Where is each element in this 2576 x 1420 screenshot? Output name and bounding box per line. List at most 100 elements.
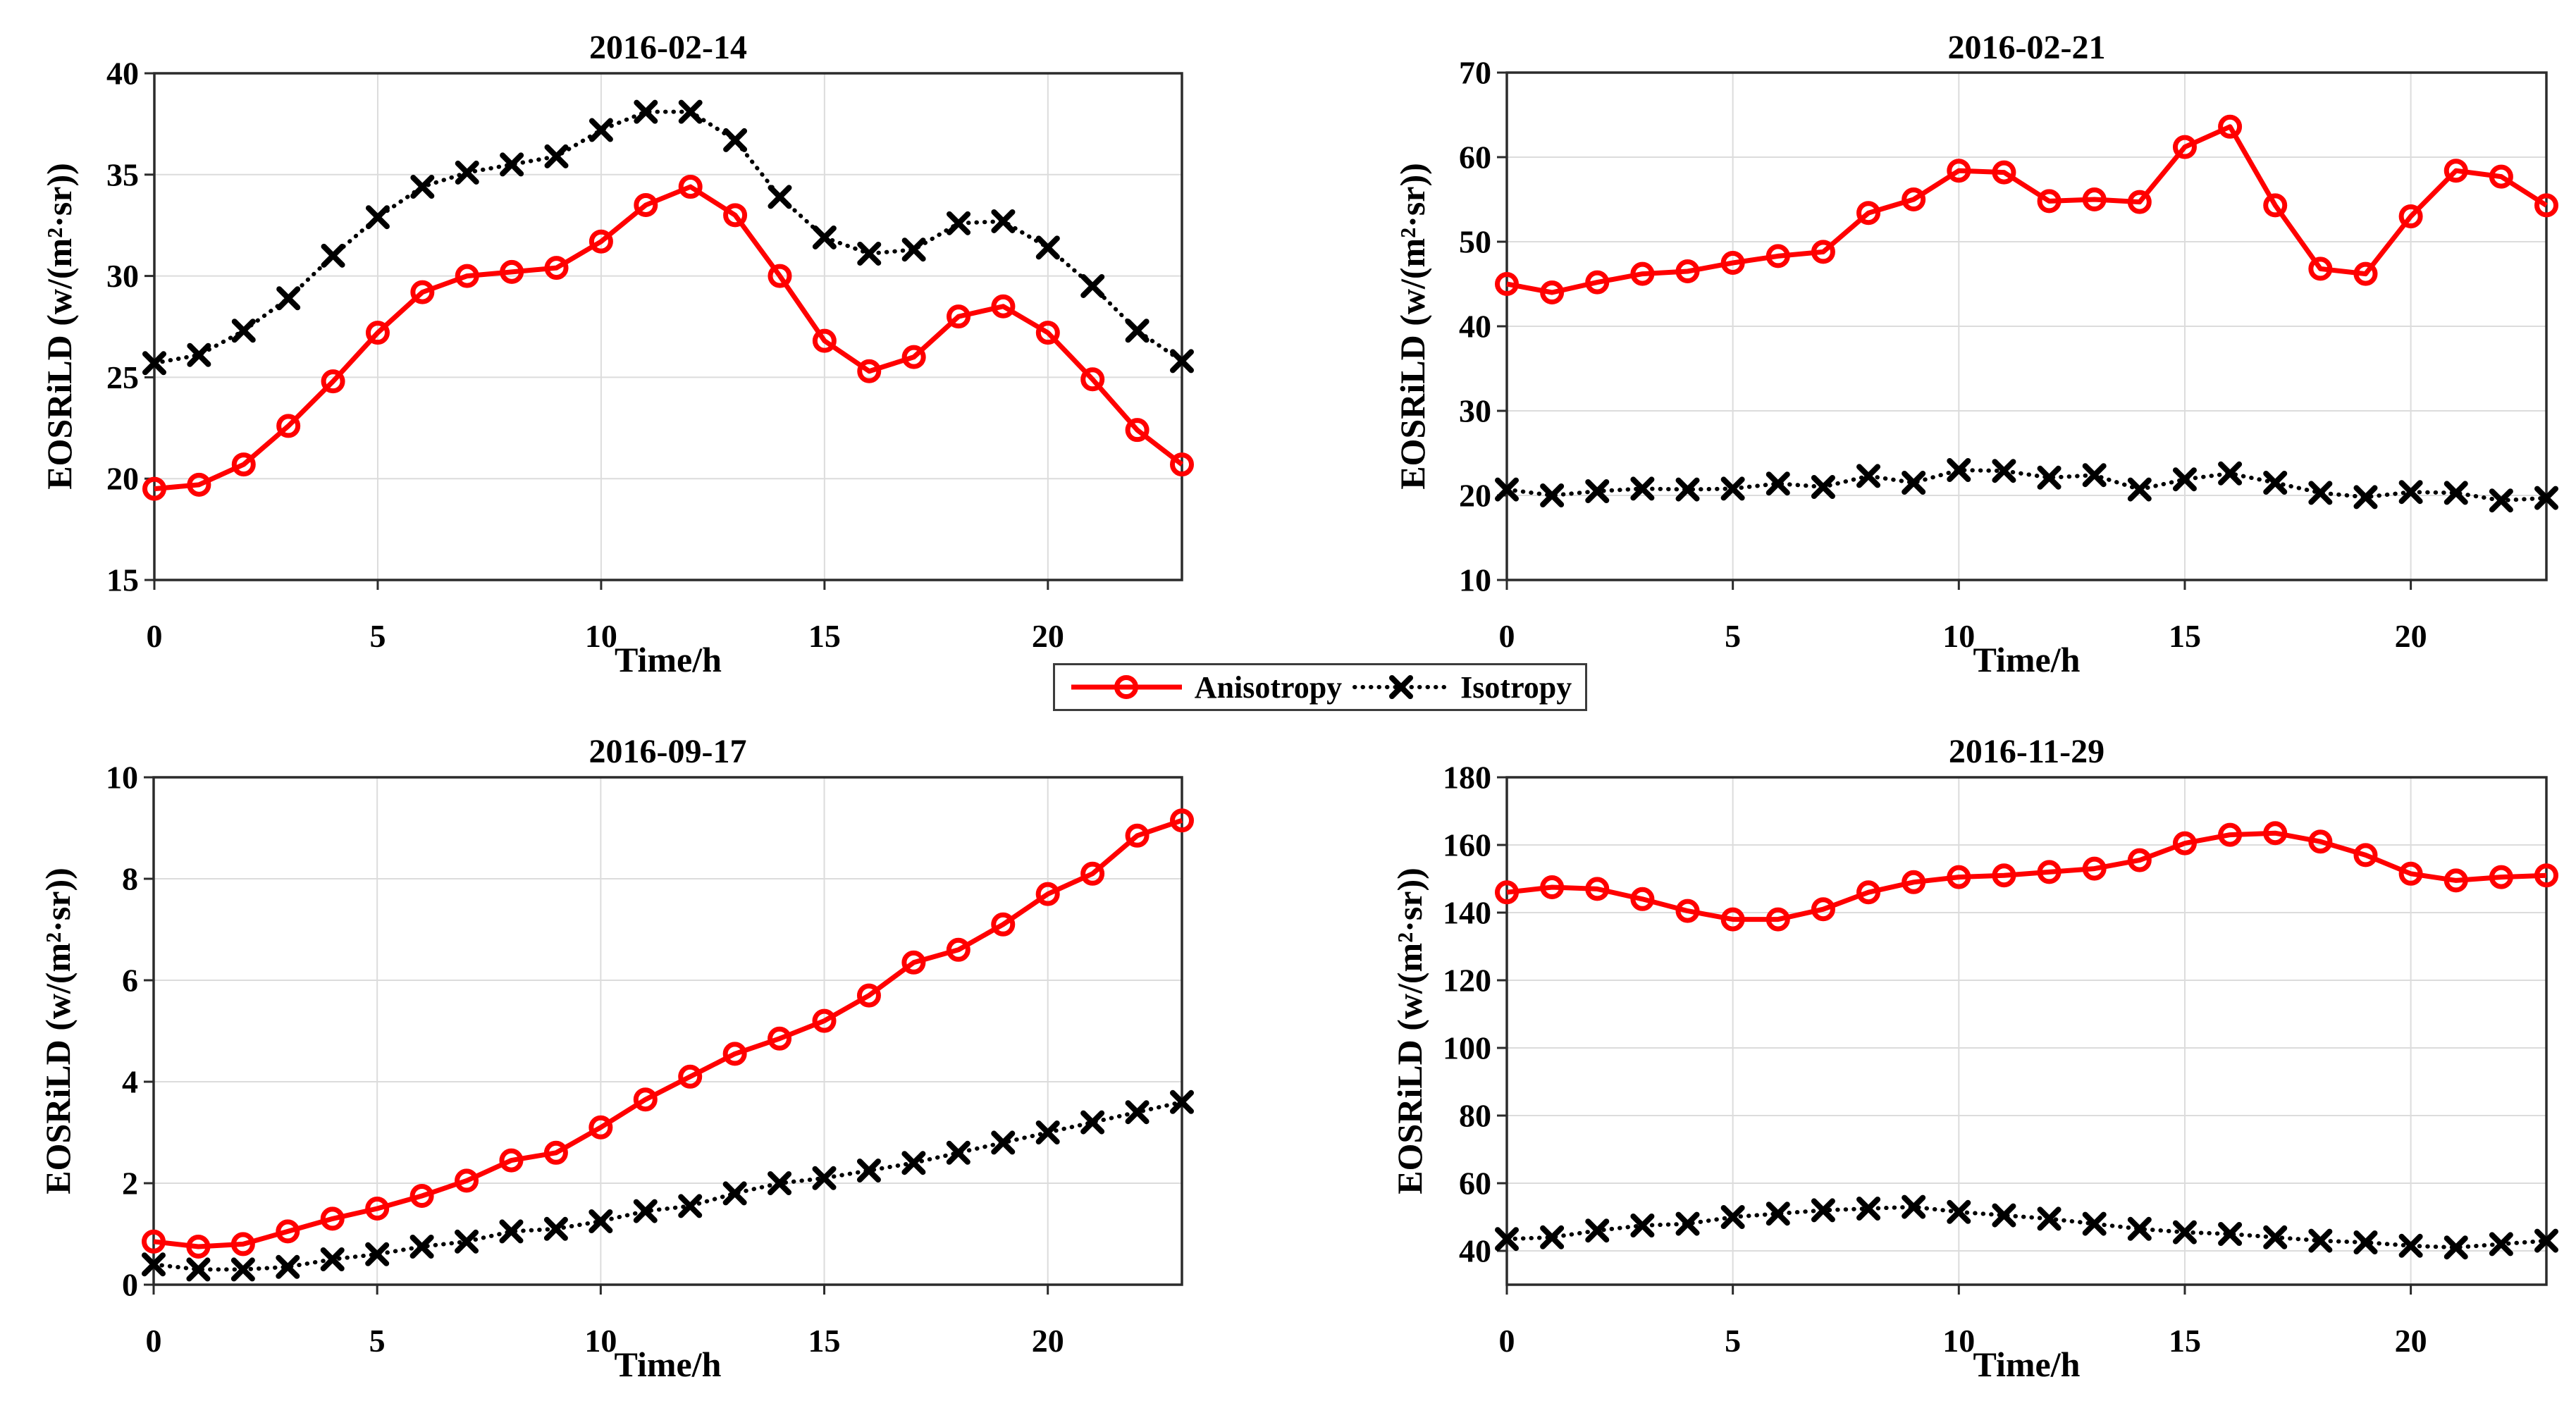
- isotropy-marker: [1170, 349, 1194, 373]
- anisotropy-marker: [1630, 887, 1655, 911]
- x-tick-label: 15: [808, 1323, 841, 1359]
- anisotropy-marker: [2534, 193, 2558, 218]
- x-tick-label: 15: [808, 618, 841, 654]
- y-tick-label: 160: [1443, 827, 1491, 863]
- anisotropy-marker: [1720, 251, 1745, 275]
- y-axis-label: EOSRiLD (w/(m²·sr)): [39, 163, 79, 490]
- y-tick-label: 30: [1459, 393, 1491, 429]
- isotropy-marker: [1765, 1202, 1790, 1226]
- isotropy-marker: [1035, 235, 1060, 260]
- isotropy-marker: [1540, 483, 1565, 507]
- y-tick-label: 180: [1443, 760, 1491, 796]
- isotropy-marker: [2534, 486, 2558, 510]
- isotropy-marker: [1811, 1198, 1835, 1223]
- y-tick-label: 0: [122, 1267, 138, 1303]
- y-tick-label: 15: [106, 562, 139, 598]
- anisotropy-marker: [410, 280, 435, 304]
- isotropy-marker: [187, 342, 211, 367]
- anisotropy-marker: [723, 203, 748, 228]
- anisotropy-marker: [409, 1184, 434, 1208]
- anisotropy-marker: [499, 1148, 524, 1173]
- x-axis-label: Time/h: [1973, 1345, 2081, 1384]
- y-tick-label: 60: [1459, 140, 1491, 175]
- anisotropy-marker: [2037, 189, 2062, 214]
- isotropy-marker: [2172, 1220, 2197, 1245]
- anisotropy-marker: [321, 369, 345, 394]
- isotropy-marker: [1856, 464, 1881, 488]
- anisotropy-marker: [1947, 865, 1971, 889]
- anisotropy-marker: [320, 1206, 345, 1231]
- isotropy-marker: [543, 1216, 568, 1241]
- anisotropy-marker: [2398, 204, 2423, 228]
- y-tick-label: 20: [106, 461, 139, 497]
- anisotropy-line: [1506, 124, 2548, 295]
- isotropy-marker: [2127, 1216, 2152, 1241]
- y-tick-label: 120: [1443, 963, 1491, 999]
- y-tick-label: 70: [1459, 55, 1491, 91]
- isotropy-marker: [901, 1151, 926, 1175]
- anisotropy-marker: [1675, 899, 1700, 923]
- anisotropy-marker: [812, 1008, 837, 1033]
- anisotropy-marker: [1765, 907, 1790, 932]
- isotropy-marker: [142, 1252, 166, 1277]
- anisotropy-marker: [1170, 452, 1194, 477]
- anisotropy-marker: [722, 1042, 747, 1066]
- x-tick-label: 5: [369, 618, 386, 654]
- isotropy-marker: [588, 1209, 613, 1233]
- anisotropy-series: [142, 808, 1194, 1259]
- anisotropy-marker: [187, 472, 211, 497]
- isotropy-marker: [544, 144, 569, 168]
- anisotropy-marker: [1856, 201, 1881, 226]
- isotropy-marker: [1035, 1120, 1060, 1144]
- isotropy-line: [1505, 467, 2549, 503]
- isotropy-marker: [768, 185, 792, 209]
- y-tick-label: 4: [122, 1064, 138, 1100]
- anisotropy-marker: [1125, 418, 1150, 443]
- x-tick-label: 20: [1032, 1323, 1064, 1359]
- anisotropy-marker: [2127, 848, 2152, 872]
- anisotropy-marker: [2489, 164, 2513, 189]
- anisotropy-marker: [2443, 159, 2468, 183]
- isotropy-marker: [1080, 1110, 1105, 1135]
- legend-isotropy-marker: [1389, 675, 1414, 699]
- x-axis-label: Time/h: [615, 640, 722, 679]
- isotropy-marker: [2263, 471, 2288, 495]
- isotropy-marker: [901, 237, 926, 262]
- isotropy-marker: [499, 1219, 524, 1244]
- anisotropy-marker: [142, 1229, 166, 1254]
- anisotropy-marker: [947, 304, 971, 329]
- anisotropy-marker: [2218, 822, 2243, 847]
- isotropy-marker: [2218, 461, 2243, 486]
- isotropy-marker: [2082, 1211, 2107, 1236]
- anisotropy-marker: [768, 264, 792, 288]
- anisotropy-marker: [1811, 897, 1835, 922]
- isotropy-marker: [1125, 1100, 1150, 1125]
- anisotropy-marker: [365, 321, 390, 345]
- isotropy-marker: [991, 209, 1016, 233]
- anisotropy-marker: [276, 1219, 300, 1244]
- isotropy-marker: [1992, 1203, 2016, 1228]
- anisotropy-marker: [1035, 882, 1060, 906]
- anisotropy-marker: [2127, 190, 2152, 214]
- chart-2016-09-17: 0 5 10 15 20 0 2 4 6 8 10: [106, 760, 1194, 1359]
- isotropy-series: [1495, 1194, 2558, 1260]
- isotropy-marker: [186, 1257, 211, 1282]
- y-axis-label: EOSRiLD (w/(m²·sr)): [1393, 163, 1432, 490]
- anisotropy-marker: [634, 192, 658, 217]
- legend-anisotropy-swatch: [1071, 675, 1182, 699]
- anisotropy-marker: [768, 1026, 792, 1051]
- isotropy-marker: [276, 1254, 300, 1279]
- isotropy-marker: [812, 1166, 837, 1190]
- anisotropy-marker: [991, 294, 1016, 319]
- anisotropy-marker: [2398, 861, 2423, 886]
- anisotropy-marker: [1080, 861, 1105, 886]
- anisotropy-series: [1495, 114, 2558, 304]
- anisotropy-marker: [544, 256, 569, 280]
- anisotropy-marker: [1992, 863, 2016, 888]
- isotropy-marker: [1720, 1205, 1745, 1229]
- anisotropy-marker: [142, 476, 166, 501]
- isotropy-marker: [588, 118, 613, 142]
- isotropy-marker: [1585, 479, 1610, 503]
- x-tick-label: 15: [2169, 1323, 2201, 1359]
